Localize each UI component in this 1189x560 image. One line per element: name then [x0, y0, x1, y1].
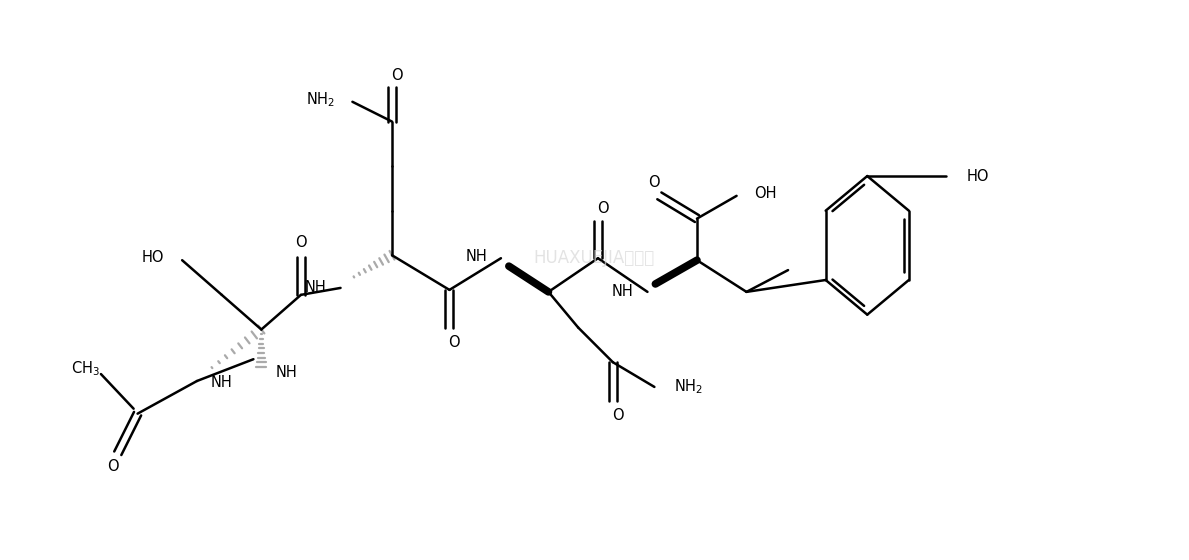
Text: NH: NH	[210, 375, 233, 390]
Text: O: O	[648, 175, 660, 190]
Text: HO: HO	[141, 250, 164, 265]
Text: NH$_2$: NH$_2$	[674, 377, 703, 396]
Text: HO: HO	[967, 169, 989, 184]
Text: O: O	[597, 201, 609, 216]
Text: CH$_3$: CH$_3$	[70, 360, 100, 379]
Text: NH: NH	[304, 281, 327, 296]
Text: HUAXUEJIA化学加: HUAXUEJIA化学加	[534, 249, 655, 267]
Text: O: O	[107, 459, 119, 474]
Text: O: O	[448, 335, 460, 350]
Text: OH: OH	[754, 186, 776, 202]
Text: NH: NH	[612, 284, 634, 300]
Text: NH$_2$: NH$_2$	[306, 91, 334, 109]
Text: NH: NH	[275, 365, 297, 380]
Text: NH: NH	[465, 249, 487, 264]
Text: O: O	[612, 408, 623, 423]
Text: O: O	[295, 235, 307, 250]
Text: O: O	[391, 68, 403, 82]
